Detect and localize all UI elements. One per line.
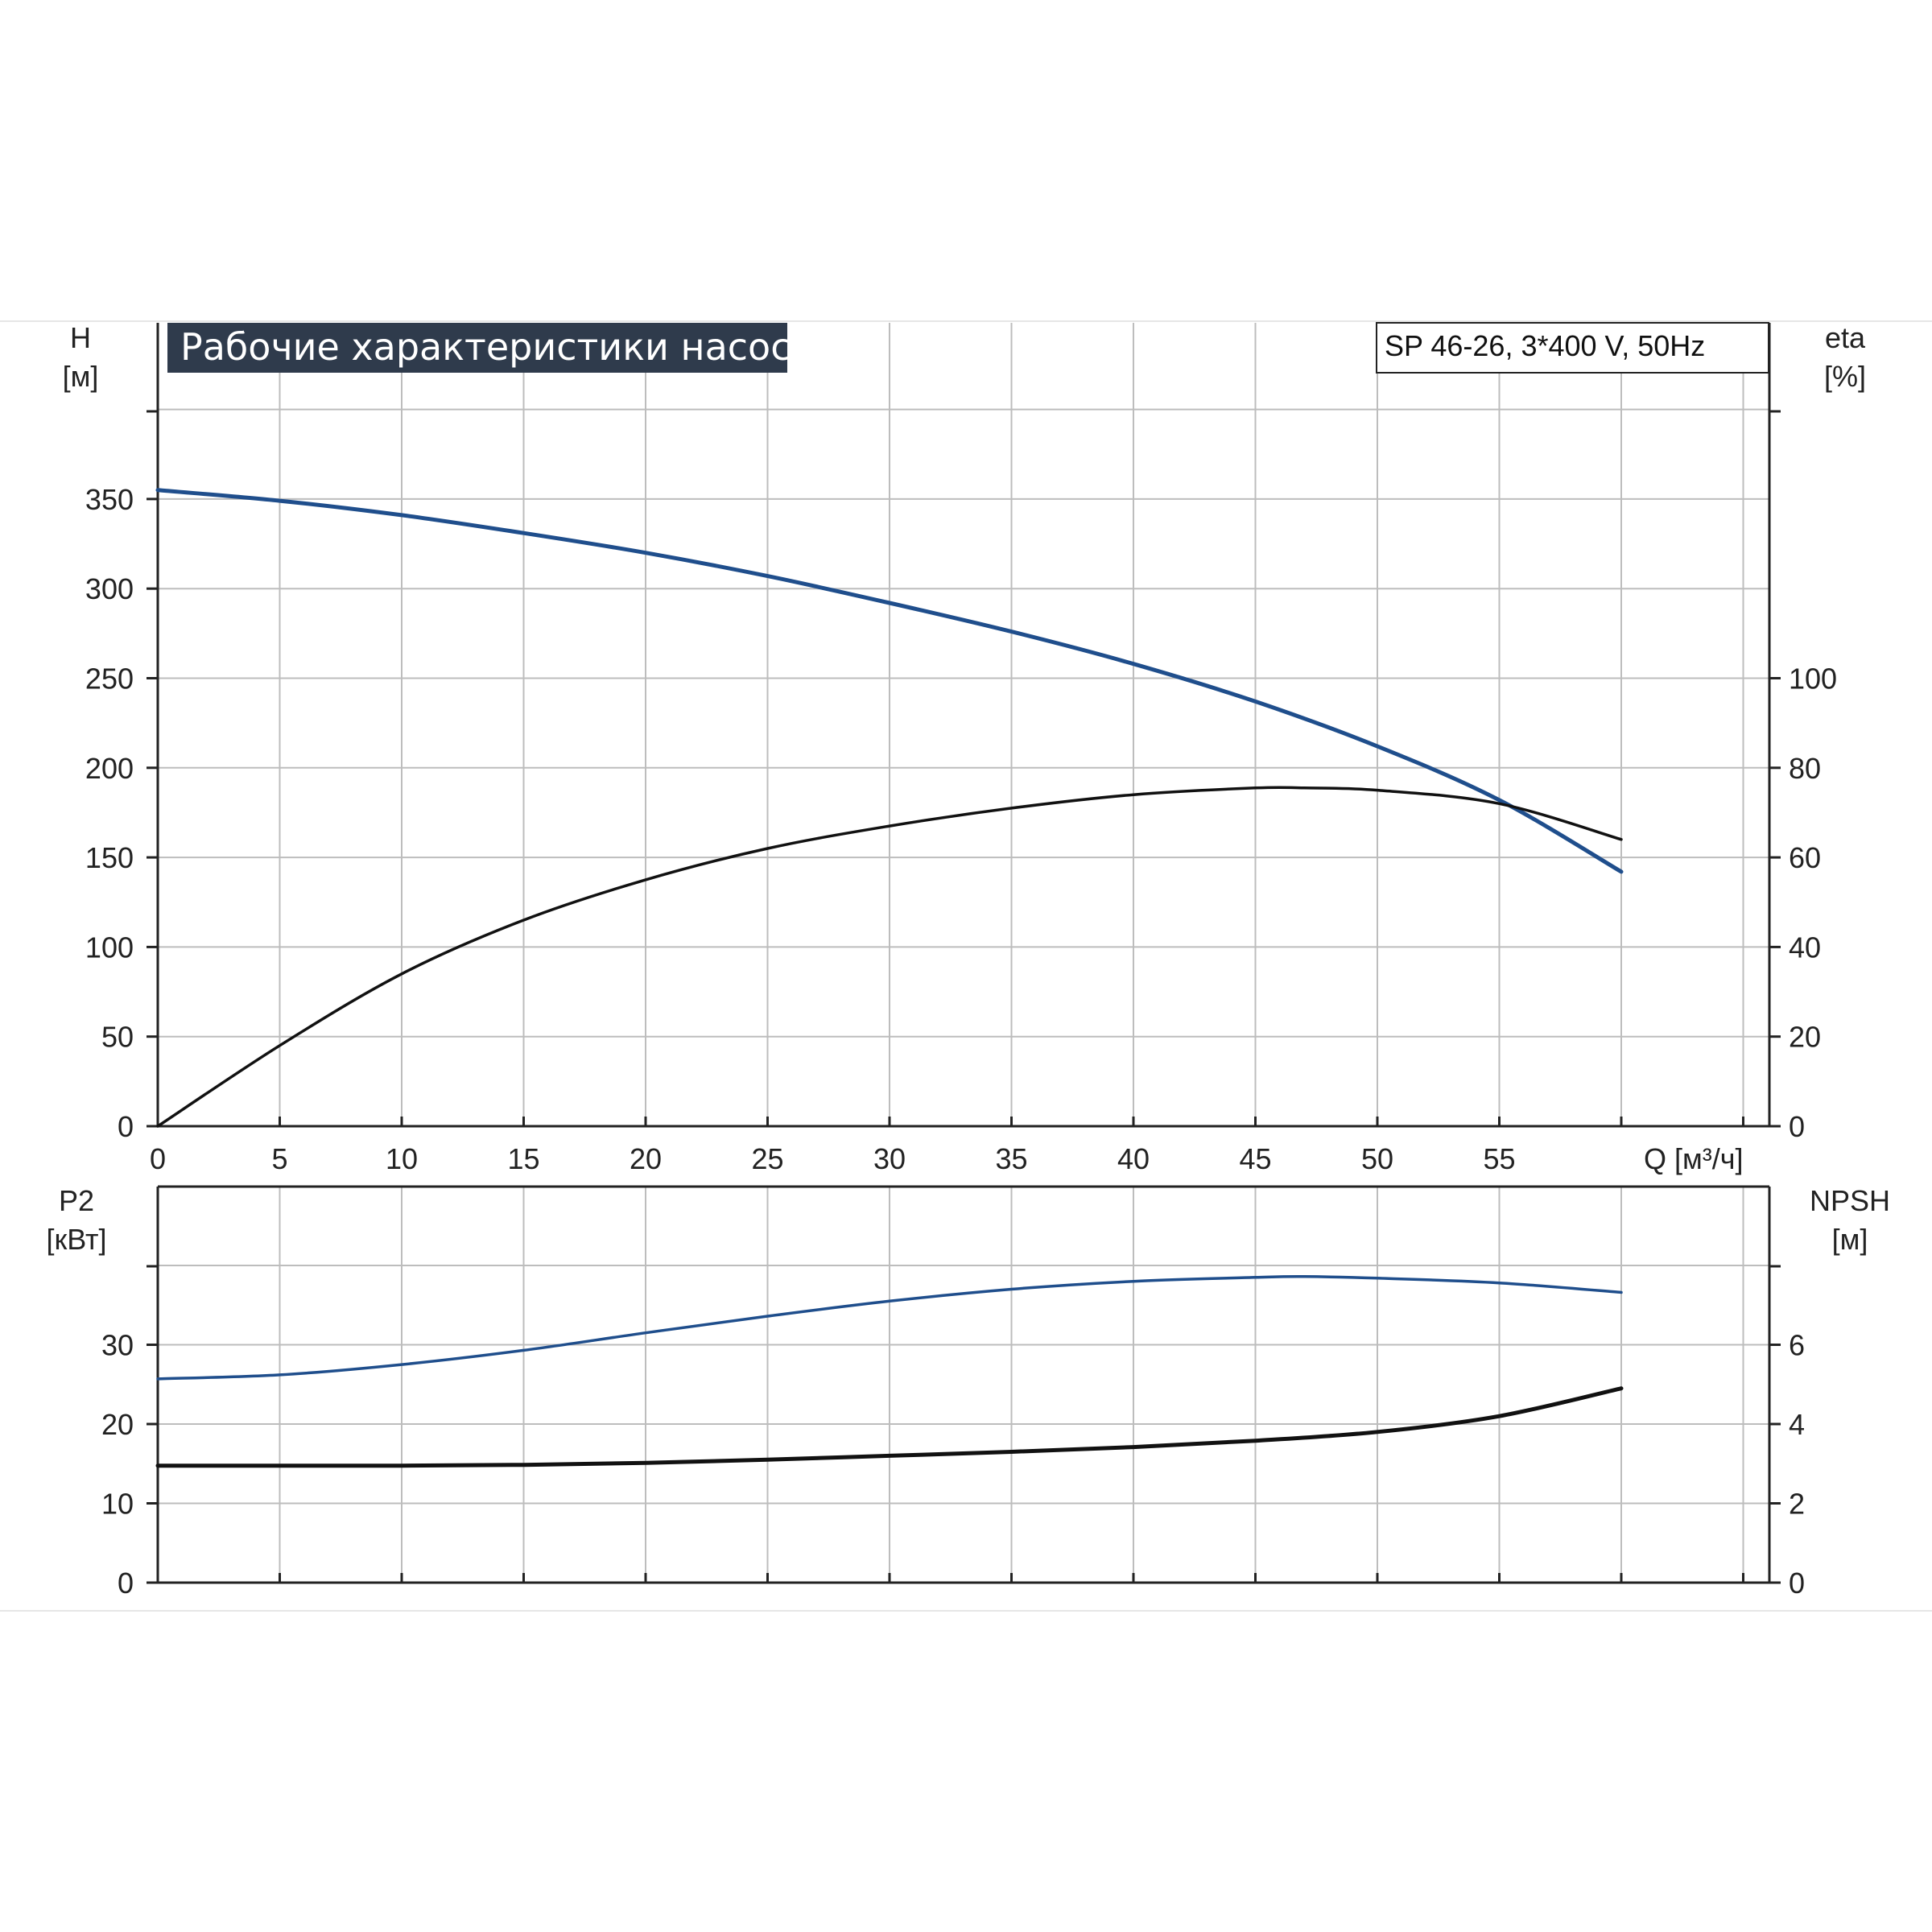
x-tick-label: 45: [1239, 1142, 1271, 1175]
top-chart-series: [155, 488, 1624, 1128]
x-tick-label: 20: [630, 1142, 662, 1175]
efficiency-curve: [156, 786, 1623, 1128]
left-tick-label: 30: [101, 1329, 134, 1362]
head-curve: [155, 488, 1624, 874]
head-axis-label: H: [70, 321, 91, 354]
efficiency-axis-unit: [%]: [1824, 360, 1866, 393]
left-tick-label: 100: [85, 931, 134, 964]
x-tick-label: 0: [150, 1142, 166, 1175]
efficiency-axis-label: eta: [1825, 321, 1866, 354]
top-chart-grid: [156, 323, 1771, 1128]
x-tick-label: 25: [751, 1142, 783, 1175]
x-tick-label: 5: [271, 1142, 287, 1175]
x-tick-label: 10: [386, 1142, 418, 1175]
right-tick-label: 20: [1789, 1021, 1821, 1054]
left-tick-label: 250: [85, 663, 134, 696]
npsh-curve: [155, 1386, 1624, 1468]
right-tick-label: 0: [1789, 1567, 1805, 1600]
left-tick-label: 10: [101, 1488, 134, 1521]
x-tick-label: 55: [1483, 1142, 1515, 1175]
x-tick-label: 15: [507, 1142, 539, 1175]
left-tick-label: 20: [101, 1408, 134, 1441]
left-tick-label: 0: [118, 1567, 134, 1600]
left-tick-label: 350: [85, 483, 134, 516]
x-tick-label: 30: [873, 1142, 906, 1175]
bottom-chart-grid: [156, 1185, 1771, 1584]
right-tick-label: 2: [1789, 1488, 1805, 1521]
power-axis-unit: [кВт]: [46, 1223, 106, 1256]
right-tick-label: 0: [1789, 1110, 1805, 1143]
flow-axis-label: Q [м³/ч]: [1644, 1142, 1744, 1175]
left-tick-label: 0: [118, 1110, 134, 1143]
right-tick-label: 80: [1789, 752, 1821, 785]
left-tick-label: 200: [85, 752, 134, 785]
x-tick-label: 40: [1117, 1142, 1150, 1175]
head-axis-unit: [м]: [63, 360, 99, 393]
npsh-axis-unit: [м]: [1832, 1223, 1868, 1256]
bottom-chart-ticks: 0 10 20 30 0 2 4 6: [101, 1265, 1805, 1600]
x-tick-label: 50: [1361, 1142, 1393, 1175]
right-tick-label: 100: [1789, 663, 1837, 696]
right-tick-label: 4: [1789, 1408, 1805, 1441]
chart-title-box: [167, 323, 787, 373]
right-tick-label: 6: [1789, 1329, 1805, 1362]
npsh-axis-label: NPSH: [1810, 1184, 1890, 1217]
left-tick-label: 50: [101, 1021, 134, 1054]
x-tick-label: 35: [995, 1142, 1027, 1175]
right-tick-label: 60: [1789, 841, 1821, 874]
right-tick-label: 40: [1789, 931, 1821, 964]
power-curve: [156, 1274, 1623, 1381]
chart-title: Рабочие характеристики насоса: [180, 325, 814, 369]
power-axis-label: P2: [59, 1184, 94, 1217]
model-label-box: [1376, 322, 1769, 374]
left-tick-label: 300: [85, 572, 134, 605]
left-tick-label: 150: [85, 841, 134, 874]
model-label: SP 46-26, 3*400 V, 50Hz: [1385, 329, 1705, 362]
bottom-chart-series: [155, 1274, 1624, 1468]
top-chart-ticks: 0 50 100 150 200 250 300 350 0 20 40 60 80 100 0 5 10 15 2…: [85, 410, 1837, 1175]
